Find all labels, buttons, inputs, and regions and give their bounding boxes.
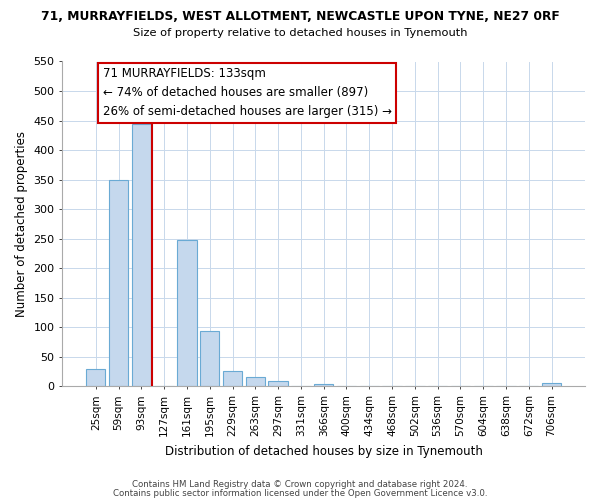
Bar — [86, 368, 106, 386]
Bar — [542, 384, 561, 386]
Text: 71 MURRAYFIELDS: 133sqm
← 74% of detached houses are smaller (897)
26% of semi-d: 71 MURRAYFIELDS: 133sqm ← 74% of detache… — [103, 68, 392, 118]
Bar — [200, 332, 220, 386]
X-axis label: Distribution of detached houses by size in Tynemouth: Distribution of detached houses by size … — [165, 444, 482, 458]
Text: Size of property relative to detached houses in Tynemouth: Size of property relative to detached ho… — [133, 28, 467, 38]
Bar — [177, 240, 197, 386]
Bar — [223, 371, 242, 386]
Bar — [268, 381, 288, 386]
Bar — [314, 384, 334, 386]
Text: Contains public sector information licensed under the Open Government Licence v3: Contains public sector information licen… — [113, 489, 487, 498]
Bar — [131, 124, 151, 386]
Text: 71, MURRAYFIELDS, WEST ALLOTMENT, NEWCASTLE UPON TYNE, NE27 0RF: 71, MURRAYFIELDS, WEST ALLOTMENT, NEWCAS… — [41, 10, 559, 23]
Y-axis label: Number of detached properties: Number of detached properties — [15, 131, 28, 317]
Bar — [109, 180, 128, 386]
Bar — [245, 377, 265, 386]
Text: Contains HM Land Registry data © Crown copyright and database right 2024.: Contains HM Land Registry data © Crown c… — [132, 480, 468, 489]
